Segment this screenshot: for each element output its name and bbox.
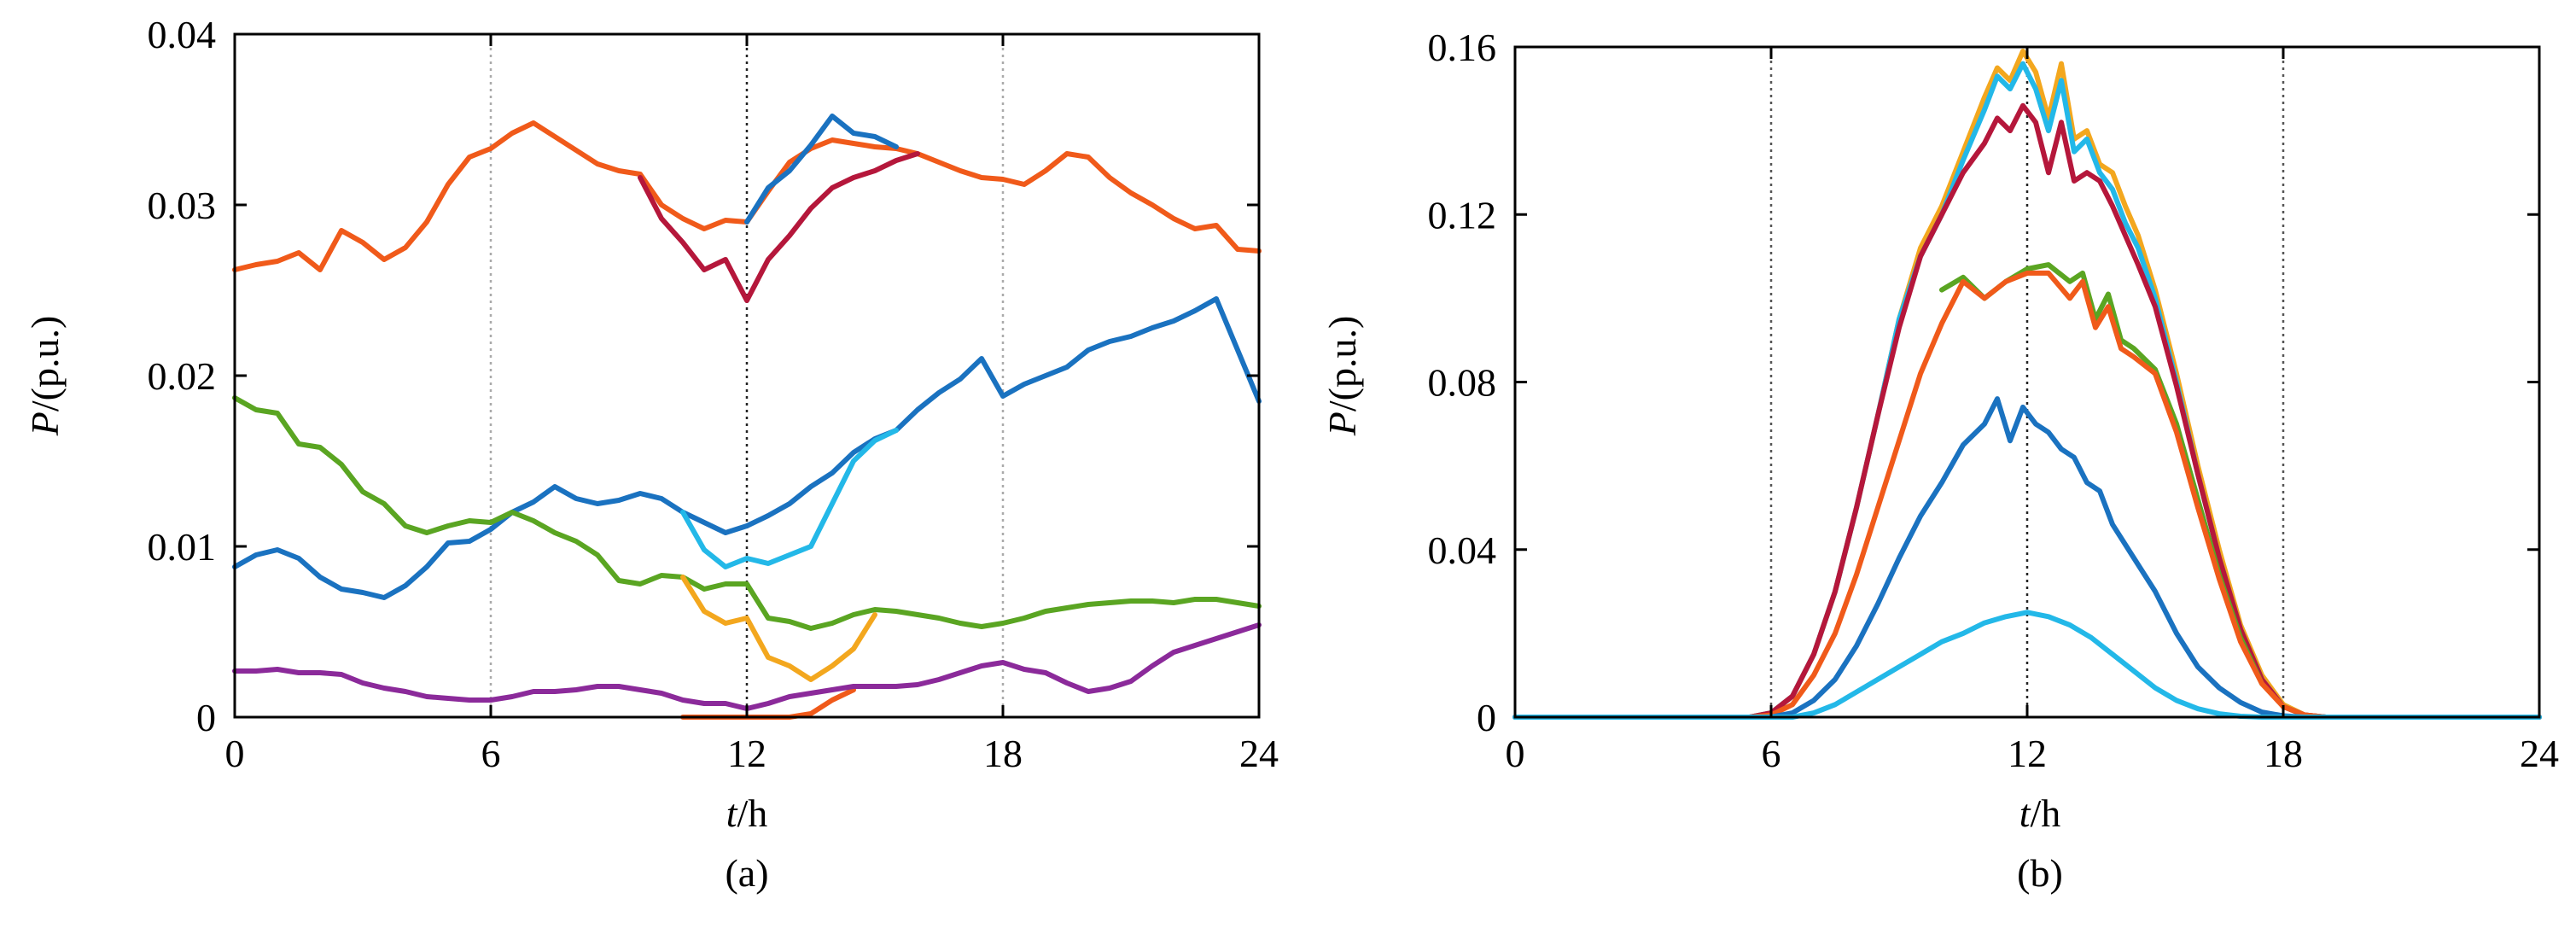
chart-b-ytick-labels: 0 0.04 0.08 0.12 0.16 [1428, 26, 1497, 739]
chart-b-ytick-label-4: 0.16 [1428, 26, 1497, 69]
chart-b-xtick-label-2: 12 [2008, 732, 2047, 775]
chart-b-series-4 [1512, 270, 2542, 720]
chart-b-xtick-labels: 0 6 12 18 24 [1506, 732, 2560, 775]
chart-a-xtick-label-4: 24 [1239, 732, 1279, 775]
chart-a-series-3 [744, 114, 899, 225]
chart-b-xtick-label-3: 18 [2264, 732, 2303, 775]
chart-b-series [1512, 48, 2542, 720]
chart-a-vlines [489, 34, 1005, 717]
chart-a-xtick-label-3: 18 [983, 732, 1023, 775]
chart-a-ytick-labels: 0 0.01 0.02 0.03 0.04 [148, 13, 217, 739]
chart-a-ytick-label-2: 0.02 [148, 354, 217, 398]
chart-b-ticks [1513, 45, 2541, 719]
chart-a-series-5 [232, 395, 1262, 631]
chart-b-ytick-label-0: 0 [1477, 696, 1496, 739]
chart-a-ytick-label-3: 0.03 [148, 184, 217, 227]
chart-b-vlines [1769, 47, 2285, 717]
chart-a-series-4 [680, 428, 899, 569]
chart-b-xlabel: t/h [2019, 791, 2061, 835]
chart-b-panel-label: (b) [2017, 851, 2063, 895]
chart-b-series-6 [1512, 610, 2542, 720]
chart-b-ytick-label-2: 0.08 [1428, 361, 1497, 405]
chart-a-ytick-label-0: 0 [196, 696, 216, 739]
chart-b-series-2 [1512, 102, 2542, 720]
chart-b-series-5 [1512, 396, 2542, 720]
chart-b-ylabel: P/(p.u.) [1320, 316, 1364, 437]
chart-b-xtick-label-0: 0 [1506, 732, 1525, 775]
chart-a-ylabel: P/(p.u.) [23, 316, 67, 437]
chart-a-series-2 [232, 296, 1262, 600]
chart-b-ytick-label-1: 0.04 [1428, 528, 1497, 572]
chart-a-xtick-label-1: 6 [481, 732, 501, 775]
chart-b-ytick-label-3: 0.12 [1428, 193, 1497, 236]
chart-a-ticks [233, 32, 1261, 719]
chart-a-ytick-label-1: 0.01 [148, 525, 217, 569]
chart-a-xtick-labels: 0 6 12 18 24 [225, 732, 1279, 775]
chart-a-series-6 [680, 575, 877, 682]
chart-b-xtick-label-4: 24 [2520, 732, 2559, 775]
chart-b-xtick-label-1: 6 [1762, 732, 1781, 775]
chart-a-xlabel: t/h [726, 791, 768, 835]
chart-b: 00.040.080.120.16 0 6 12 18 24 t/h P/(p.u.) … [1320, 26, 2559, 895]
chart-a-panel-label: (a) [725, 851, 768, 895]
chart-a-series [232, 114, 1262, 720]
chart-a: 00.010.020.030.04 0 6 12 18 24 t/h P/(p.u.) … [23, 13, 1279, 895]
chart-a-series-1 [638, 151, 920, 303]
chart-a-ytick-label-4: 0.04 [148, 13, 217, 56]
chart-a-xtick-label-0: 0 [225, 732, 245, 775]
chart-a-xtick-label-2: 12 [727, 732, 766, 775]
